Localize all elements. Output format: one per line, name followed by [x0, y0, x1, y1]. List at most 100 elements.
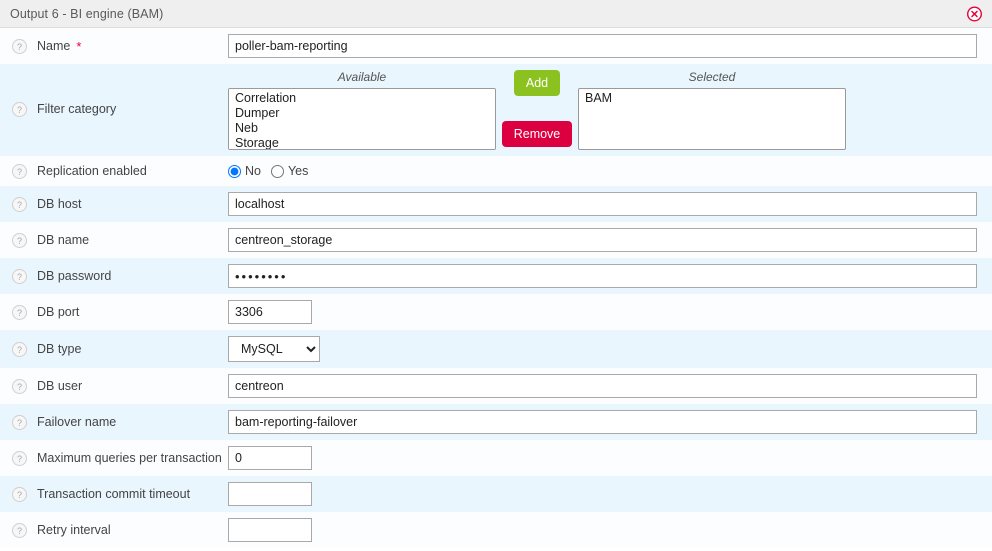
field-cell-failover-name: [228, 410, 992, 434]
selected-column: Selected BAM: [578, 70, 846, 150]
available-listbox[interactable]: CorrelationDumperNebStorage: [228, 88, 496, 150]
label-db-name: DB name: [37, 233, 90, 247]
radio-label-yes: Yes: [287, 164, 309, 178]
label-cell-db-type: ? DB type: [0, 341, 228, 357]
question-mark-icon[interactable]: ?: [12, 268, 27, 284]
question-mark-icon[interactable]: ?: [12, 304, 27, 320]
label-db-user: DB user: [37, 379, 83, 393]
label-cell-replication-enabled: ? Replication enabled: [0, 163, 228, 179]
label-cell-filter-category: ? Filter category: [0, 70, 228, 148]
row-db-password: ? DB password: [0, 258, 992, 294]
available-column: Available CorrelationDumperNebStorage: [228, 70, 496, 150]
max-queries-input[interactable]: [228, 446, 312, 470]
list-option[interactable]: Neb: [229, 121, 495, 136]
db-name-input[interactable]: [228, 228, 977, 252]
field-cell-max-queries: [228, 446, 992, 470]
replication-radio-yes[interactable]: [270, 164, 284, 178]
label-filter-category: Filter category: [37, 102, 117, 116]
label-max-queries: Maximum queries per transaction: [37, 451, 222, 465]
remove-button[interactable]: Remove: [501, 121, 573, 147]
retry-interval-input[interactable]: [228, 518, 312, 542]
field-cell-db-password: [228, 264, 992, 288]
radio-option-no[interactable]: No: [228, 164, 261, 178]
radio-label-no: No: [245, 164, 261, 178]
question-mark-icon[interactable]: ?: [12, 38, 27, 54]
required-marker-name: *: [76, 38, 82, 54]
available-caption: Available: [337, 70, 387, 84]
label-replication-enabled: Replication enabled: [37, 164, 147, 178]
list-option[interactable]: Dumper: [229, 106, 495, 121]
name-input[interactable]: [228, 34, 977, 58]
transfer-button-column: Add Remove: [496, 70, 578, 147]
label-cell-db-port: ? DB port: [0, 304, 228, 320]
transaction-commit-timeout-input[interactable]: [228, 482, 312, 506]
question-mark-icon[interactable]: ?: [12, 414, 27, 430]
field-cell-db-user: [228, 374, 992, 398]
add-button[interactable]: Add: [513, 70, 561, 96]
failover-name-input[interactable]: [228, 410, 977, 434]
label-db-password: DB password: [37, 269, 112, 283]
label-retry-interval: Retry interval: [37, 523, 111, 537]
panel-title: Output 6 - BI engine (BAM): [10, 6, 164, 21]
db-port-input[interactable]: [228, 300, 312, 324]
label-db-type: DB type: [37, 342, 82, 356]
label-cell-name: ? Name *: [0, 38, 228, 54]
label-cell-db-user: ? DB user: [0, 378, 228, 394]
label-failover-name: Failover name: [37, 415, 117, 429]
label-cell-db-name: ? DB name: [0, 232, 228, 248]
dual-list-picker: Available CorrelationDumperNebStorage Ad…: [228, 68, 846, 150]
question-mark-icon[interactable]: ?: [12, 232, 27, 248]
field-cell-db-host: [228, 192, 992, 216]
field-cell-db-name: [228, 228, 992, 252]
row-failover-name: ? Failover name: [0, 404, 992, 440]
field-cell-name: [228, 34, 992, 58]
replication-enabled-radio-group[interactable]: No Yes: [228, 164, 314, 178]
row-filter-category: ? Filter category Available CorrelationD…: [0, 64, 992, 156]
field-cell-filter-category: Available CorrelationDumperNebStorage Ad…: [228, 68, 992, 150]
db-host-input[interactable]: [228, 192, 977, 216]
field-cell-retry-interval: [228, 518, 992, 542]
label-cell-retry-interval: ? Retry interval: [0, 522, 228, 538]
row-transaction-commit-timeout: ? Transaction commit timeout: [0, 476, 992, 512]
field-cell-transaction-commit-timeout: [228, 482, 992, 506]
question-mark-icon[interactable]: ?: [12, 196, 27, 212]
field-cell-replication-enabled: No Yes: [228, 164, 992, 178]
question-mark-icon[interactable]: ?: [12, 522, 27, 538]
selected-listbox[interactable]: BAM: [578, 88, 846, 150]
question-mark-icon[interactable]: ?: [12, 486, 27, 502]
question-mark-icon[interactable]: ?: [12, 101, 27, 117]
label-transaction-commit-timeout: Transaction commit timeout: [37, 487, 191, 501]
question-mark-icon[interactable]: ?: [12, 341, 27, 357]
selected-caption: Selected: [688, 70, 736, 84]
row-name: ? Name *: [0, 28, 992, 64]
row-retry-interval: ? Retry interval: [0, 512, 992, 548]
question-mark-icon[interactable]: ?: [12, 450, 27, 466]
row-db-host: ? DB host: [0, 186, 992, 222]
field-cell-db-port: [228, 300, 992, 324]
radio-option-yes[interactable]: Yes: [270, 164, 309, 178]
label-db-host: DB host: [37, 197, 82, 211]
row-replication-enabled: ? Replication enabled No Yes: [0, 156, 992, 186]
row-db-port: ? DB port: [0, 294, 992, 330]
label-cell-failover-name: ? Failover name: [0, 414, 228, 430]
label-cell-db-host: ? DB host: [0, 196, 228, 212]
label-cell-max-queries: ? Maximum queries per transaction: [0, 450, 228, 466]
label-db-port: DB port: [37, 305, 80, 319]
question-mark-icon[interactable]: ?: [12, 163, 27, 179]
panel-header: Output 6 - BI engine (BAM): [0, 0, 992, 28]
db-type-select[interactable]: MySQL: [228, 336, 320, 362]
row-db-type: ? DB type MySQL: [0, 330, 992, 368]
db-user-input[interactable]: [228, 374, 977, 398]
question-mark-icon[interactable]: ?: [12, 378, 27, 394]
row-db-user: ? DB user: [0, 368, 992, 404]
row-db-name: ? DB name: [0, 222, 992, 258]
row-max-queries: ? Maximum queries per transaction: [0, 440, 992, 476]
label-name: Name: [37, 39, 71, 53]
replication-radio-no[interactable]: [228, 164, 241, 178]
db-password-input[interactable]: [228, 264, 977, 288]
list-option[interactable]: Correlation: [229, 91, 495, 106]
list-option[interactable]: Storage: [229, 136, 495, 150]
list-option[interactable]: BAM: [579, 91, 845, 106]
close-circle-icon[interactable]: [966, 5, 983, 22]
